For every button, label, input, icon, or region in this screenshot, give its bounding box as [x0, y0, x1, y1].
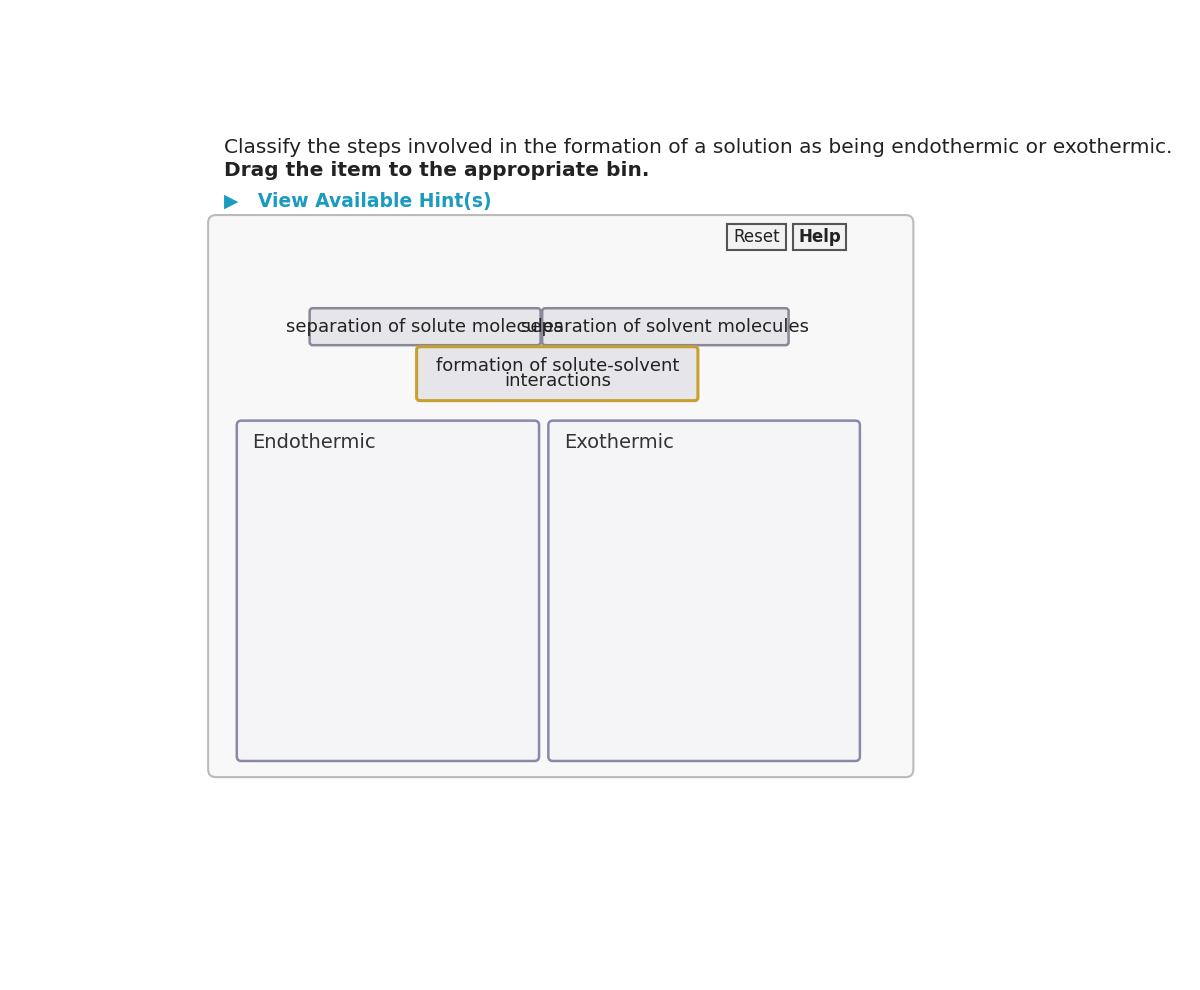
- Text: Drag the item to the appropriate bin.: Drag the item to the appropriate bin.: [223, 161, 649, 180]
- FancyBboxPatch shape: [542, 308, 788, 346]
- Text: Exothermic: Exothermic: [564, 433, 673, 452]
- Text: Help: Help: [798, 228, 841, 246]
- Text: interactions: interactions: [504, 372, 611, 390]
- FancyBboxPatch shape: [208, 215, 913, 777]
- Text: separation of solvent molecules: separation of solvent molecules: [521, 318, 809, 336]
- FancyBboxPatch shape: [236, 421, 539, 761]
- Text: formation of solute-solvent: formation of solute-solvent: [436, 357, 679, 375]
- FancyBboxPatch shape: [727, 225, 786, 249]
- Text: Reset: Reset: [733, 228, 780, 246]
- FancyBboxPatch shape: [310, 308, 541, 346]
- Text: Endothermic: Endothermic: [252, 433, 376, 452]
- Text: Classify the steps involved in the formation of a solution as being endothermic : Classify the steps involved in the forma…: [223, 138, 1172, 157]
- FancyBboxPatch shape: [548, 421, 860, 761]
- Text: separation of solute molecules: separation of solute molecules: [287, 318, 564, 336]
- FancyBboxPatch shape: [793, 225, 846, 249]
- FancyBboxPatch shape: [416, 346, 698, 401]
- Text: ▶   View Available Hint(s): ▶ View Available Hint(s): [223, 192, 491, 211]
